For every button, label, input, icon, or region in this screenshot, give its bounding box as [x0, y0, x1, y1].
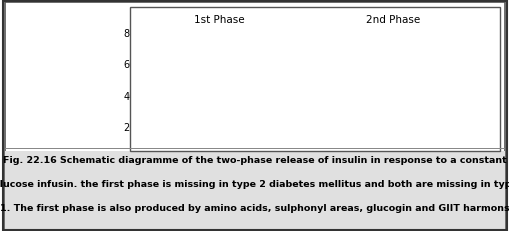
Text: 2nd Phase: 2nd Phase: [365, 15, 419, 25]
Text: Type 2 Diabetes: Type 2 Diabetes: [399, 65, 471, 74]
Text: Based
level: Based level: [145, 96, 172, 116]
Text: Type 1 Diabetes: Type 1 Diabetes: [333, 116, 406, 125]
Text: Normal: Normal: [269, 43, 304, 53]
Text: 1st Phase: 1st Phase: [193, 15, 244, 25]
Text: Fig. 22.16 Schematic diagramme of the two-phase release of insulin in response t: Fig. 22.16 Schematic diagramme of the tw…: [3, 156, 506, 165]
Text: glucose infusin. the first phase is missing in type 2 diabetes mellitus and both: glucose infusin. the first phase is miss…: [0, 180, 509, 189]
Text: 1. The first phase is also produced by amino acids, sulphonyl areas, glucogin an: 1. The first phase is also produced by a…: [0, 204, 509, 213]
